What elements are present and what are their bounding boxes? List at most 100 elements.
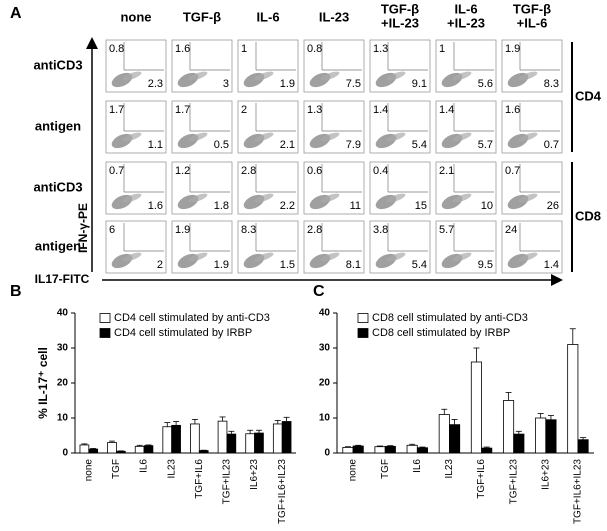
legend-label: CD8 cell stimulated by IRBP: [372, 327, 510, 339]
ifn-percent: 2.1: [439, 165, 454, 177]
il17-percent: 1.1: [148, 139, 163, 151]
ifn-percent: 0.7: [505, 165, 520, 177]
ifn-percent: 1.7: [175, 104, 190, 116]
y-tick-label: 0: [324, 448, 330, 459]
il17-percent: 2.2: [280, 200, 295, 212]
bar: [513, 433, 525, 454]
flow-plot: [369, 39, 431, 93]
bar: [481, 447, 493, 454]
bar: [503, 400, 515, 454]
cell-cloud: [188, 252, 208, 262]
bar: [171, 424, 181, 454]
x-tick-label: TGF: [380, 459, 391, 479]
il17-percent: 5.6: [478, 78, 493, 90]
il17-percent: 26: [547, 200, 559, 212]
cell-cloud: [122, 71, 142, 81]
ifn-percent: 1.2: [175, 165, 190, 177]
x-tick-label: TGF+IL23: [222, 459, 233, 505]
il17-percent: 1.9: [214, 259, 229, 271]
ifn-percent: 0.7: [109, 165, 124, 177]
x-tick-label: TGF+IL23: [508, 459, 519, 505]
bar: [342, 446, 354, 454]
il17-percent: 2.1: [280, 139, 295, 151]
ifn-percent: 1.6: [505, 104, 520, 116]
x-tick-label: IL6+23: [540, 459, 551, 490]
column-header: IL-6: [454, 1, 477, 16]
bar: [79, 444, 90, 454]
ifn-percent: 1.3: [307, 104, 322, 116]
bar: [226, 433, 237, 454]
il17-percent: 9.5: [478, 259, 493, 271]
il17-percent: 2.3: [148, 78, 163, 90]
panel-label: B: [10, 283, 22, 300]
column-header: IL-6: [256, 9, 279, 24]
row-label: antiCD3: [33, 57, 82, 72]
y-tick-label: 10: [319, 413, 331, 424]
il17-percent: 9.1: [412, 78, 427, 90]
cell-cloud: [386, 132, 406, 142]
bar: [535, 417, 547, 454]
ifn-percent: 2.8: [307, 224, 322, 236]
ifn-percent: 1.9: [175, 224, 190, 236]
cell-cloud: [122, 252, 142, 262]
il17-percent: 5.4: [412, 139, 427, 151]
legend-swatch: [357, 313, 369, 323]
ifn-percent: 6: [109, 224, 115, 236]
cell-cloud: [518, 193, 538, 203]
column-header: TGF-β: [513, 1, 551, 16]
cell-cloud: [320, 252, 340, 262]
ifn-percent: 1.6: [175, 43, 190, 55]
ifn-percent: 1: [439, 43, 445, 55]
cell-cloud: [320, 193, 340, 203]
legend-swatch: [357, 328, 369, 338]
x-axis-label: IL17-FITC: [35, 272, 90, 286]
ifn-percent: 1.4: [373, 104, 388, 116]
group-label: CD4: [575, 88, 602, 103]
cell-cloud: [320, 132, 340, 142]
ifn-percent: 2: [241, 104, 247, 116]
ifn-percent: 1.9: [505, 43, 520, 55]
cell-cloud: [518, 132, 538, 142]
column-header: TGF-β: [381, 1, 419, 16]
cell-cloud: [452, 252, 472, 262]
bar: [406, 444, 418, 454]
cell-cloud: [254, 193, 274, 203]
x-tick-label: TGF+IL6: [476, 459, 487, 499]
cell-cloud: [254, 252, 274, 262]
il17-percent: 1.4: [544, 259, 559, 271]
cell-cloud: [188, 193, 208, 203]
row-label: antigen: [35, 118, 81, 133]
y-tick-label: 20: [319, 378, 331, 389]
cell-cloud: [122, 132, 142, 142]
cell-cloud: [188, 71, 208, 81]
bar: [245, 433, 255, 454]
y-tick-label: 20: [57, 378, 69, 389]
panel-label: A: [10, 5, 22, 22]
ifn-percent: 1.7: [109, 104, 124, 116]
cell-cloud: [518, 252, 538, 262]
il17-percent: 2: [157, 259, 163, 271]
legend-label: CD4 cell stimulated by anti-CD3: [114, 312, 270, 324]
ifn-percent: 1.3: [373, 43, 388, 55]
ifn-percent: 0.8: [109, 43, 124, 55]
ifn-percent: 8.3: [241, 224, 256, 236]
x-tick-label: TGF: [111, 459, 122, 479]
column-header: none: [120, 9, 151, 24]
bar: [281, 421, 292, 454]
bar: [449, 424, 461, 454]
cell-cloud: [254, 132, 274, 142]
ifn-percent: 0.8: [307, 43, 322, 55]
il17-percent: 15: [415, 200, 427, 212]
row-label: antigen: [35, 238, 81, 253]
y-tick-label: 30: [57, 343, 69, 354]
ifn-percent: 24: [505, 224, 517, 236]
y-tick-label: 10: [57, 413, 69, 424]
column-header: +IL-6: [517, 15, 548, 30]
il17-percent: 10: [481, 200, 493, 212]
ifn-percent: 0.4: [373, 165, 388, 177]
bar: [545, 419, 557, 454]
bar: [134, 445, 145, 454]
x-tick-label: TGF+IL6: [194, 459, 205, 499]
x-tick-label: IL23: [444, 459, 455, 479]
